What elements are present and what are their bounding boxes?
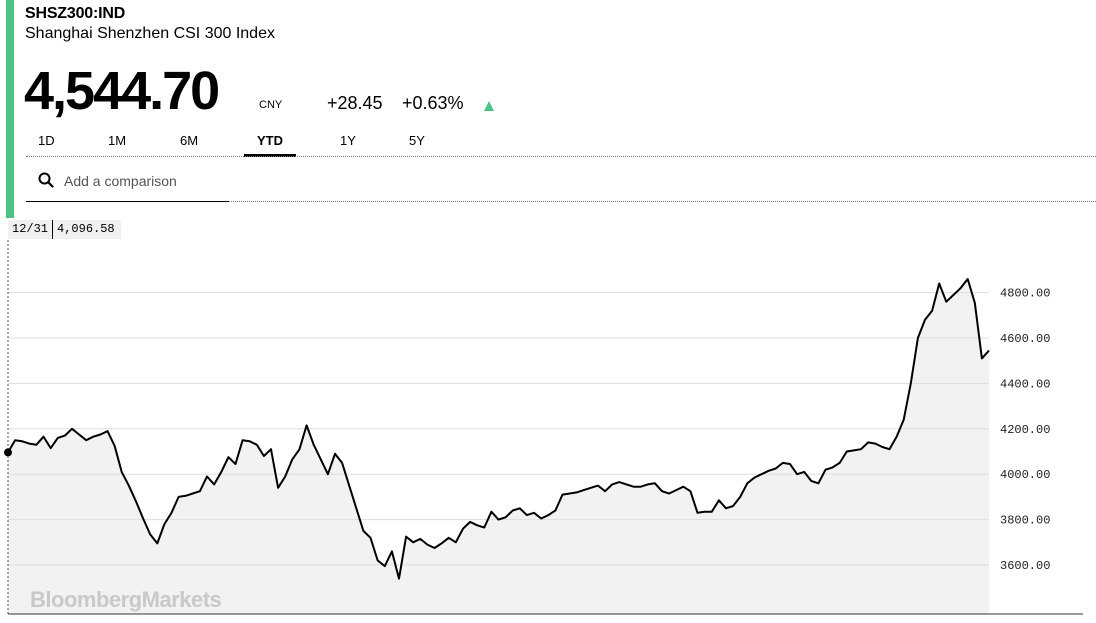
hover-tooltip: 12/31 4,096.58 bbox=[8, 220, 121, 239]
price-change: +28.45 bbox=[327, 93, 383, 113]
tooltip-date: 12/31 bbox=[8, 220, 54, 239]
timeframe-tabs: 1D 1M 6M YTD 1Y 5Y bbox=[26, 131, 1096, 157]
y-tick-label: 4200.00 bbox=[1000, 423, 1050, 437]
y-tick-label: 4400.00 bbox=[1000, 377, 1050, 391]
y-tick-label: 4600.00 bbox=[1000, 332, 1050, 346]
tabs-divider bbox=[26, 156, 1096, 157]
last-price: 4,544.70 bbox=[24, 61, 220, 121]
ticker-symbol: SHSZ300:IND bbox=[25, 5, 126, 22]
up-arrow-icon bbox=[484, 101, 494, 111]
y-tick-label: 3600.00 bbox=[1000, 559, 1050, 573]
accent-bar bbox=[6, 0, 14, 218]
tab-1d[interactable]: 1D bbox=[38, 133, 55, 148]
series-line bbox=[7, 278, 990, 580]
comparison-input[interactable] bbox=[62, 172, 231, 190]
tab-1y[interactable]: 1Y bbox=[340, 133, 356, 148]
y-tick-label: 3800.00 bbox=[1000, 514, 1050, 528]
comparison-search bbox=[26, 166, 231, 202]
price-change-percent: +0.63% bbox=[402, 93, 464, 113]
tab-5y[interactable]: 5Y bbox=[409, 133, 425, 148]
tab-1m[interactable]: 1M bbox=[108, 133, 127, 148]
y-tick-label: 4000.00 bbox=[1000, 468, 1050, 482]
tab-6m[interactable]: 6M bbox=[180, 133, 199, 148]
hover-point bbox=[4, 448, 12, 457]
comparison-divider bbox=[229, 201, 1096, 202]
bloomberg-watermark: BloombergMarkets bbox=[30, 587, 222, 612]
tab-ytd[interactable]: YTD bbox=[244, 133, 296, 157]
area-fill bbox=[8, 279, 989, 614]
index-name: Shanghai Shenzhen CSI 300 Index bbox=[25, 25, 275, 42]
search-icon bbox=[38, 172, 54, 188]
price-chart[interactable]: 3600.00 3800.00 4000.00 4200.00 4400.00 4600.… bbox=[0, 240, 1096, 623]
y-tick-label: 4800.00 bbox=[1000, 287, 1050, 301]
tooltip-value: 4,096.58 bbox=[57, 222, 115, 236]
currency-label: CNY bbox=[259, 99, 283, 111]
